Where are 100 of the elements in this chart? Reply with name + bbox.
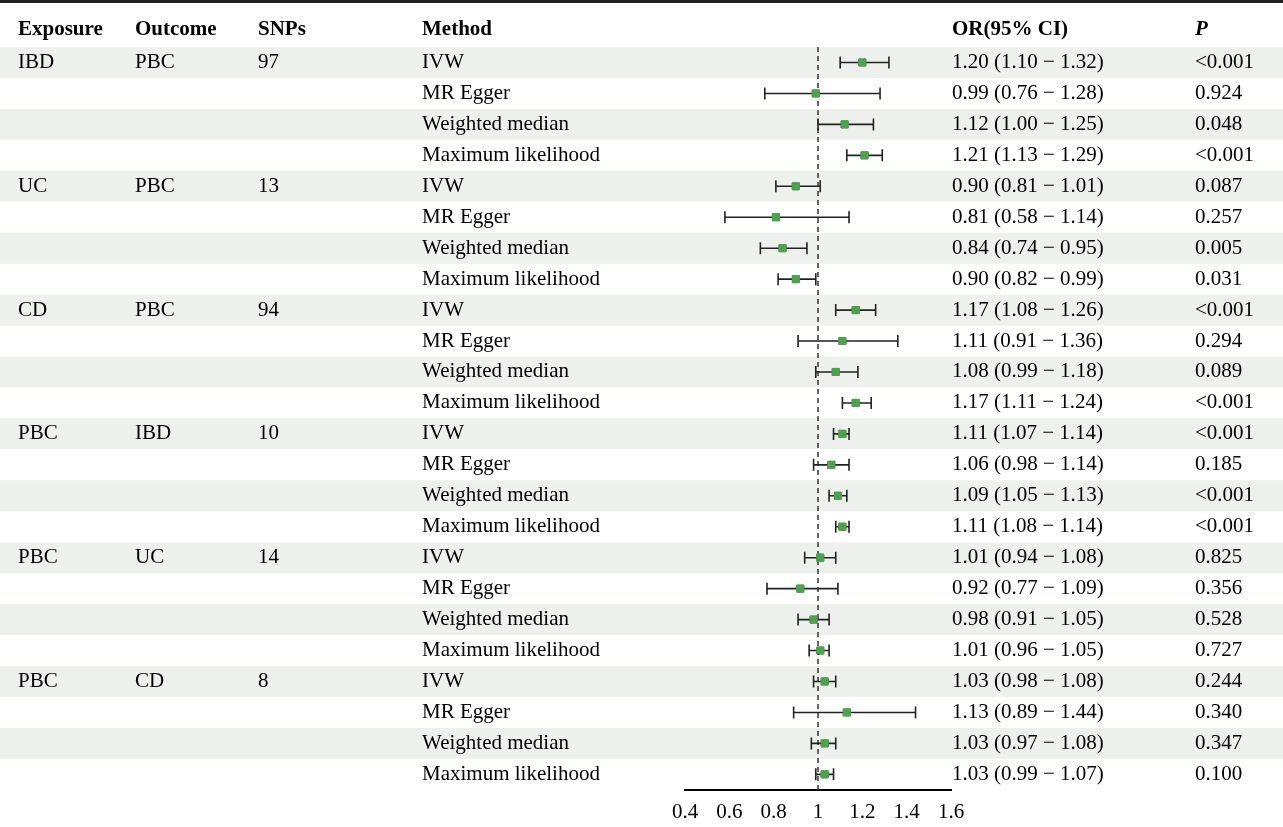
text: 0.257 [1195, 203, 1243, 228]
text: UC [135, 544, 165, 569]
text: Outcome [135, 15, 217, 40]
text: <0.001 [1195, 513, 1255, 538]
text: 0.825 [1195, 544, 1243, 569]
text: OR(95% CI) [952, 15, 1069, 40]
point [820, 739, 829, 748]
data-label: 1.11 (1.07 − 1.14) [952, 420, 1104, 445]
text: 0.356 [1195, 575, 1243, 600]
point [831, 367, 840, 377]
text: CD [18, 296, 48, 321]
y-tick-label: Weighted median [422, 234, 570, 259]
point [860, 151, 869, 160]
text: 0.347 [1195, 729, 1243, 754]
point [858, 58, 867, 67]
data-label: 1.12 (1.00 − 1.25) [952, 110, 1104, 135]
data-label: 1.11 (1.08 − 1.14) [952, 513, 1104, 538]
point [820, 677, 829, 686]
text: 0.924 [1195, 79, 1243, 104]
text: IBD [18, 48, 55, 73]
text: IBD [135, 420, 172, 445]
text: 13 [258, 172, 279, 197]
y-tick-label: Weighted median [422, 606, 570, 631]
y-tick-label: MR Egger [422, 451, 511, 476]
point [842, 708, 851, 717]
y-tick-label: MR Egger [422, 698, 511, 723]
text: <0.001 [1195, 296, 1255, 321]
text: 0.048 [1195, 110, 1243, 135]
point [827, 460, 836, 469]
x-tick-label: 1 [812, 798, 824, 823]
point [771, 213, 780, 222]
y-tick-label: Maximum likelihood [422, 760, 601, 785]
text: PBC [135, 296, 175, 321]
x-tick-label: 0.8 [760, 798, 787, 823]
data-label: 1.21 (1.13 − 1.29) [952, 141, 1104, 166]
y-tick-label: IVW [422, 667, 465, 692]
data-label: 0.98 (0.91 − 1.05) [952, 606, 1104, 631]
text: 0.244 [1195, 667, 1243, 692]
y-tick-label: Maximum likelihood [422, 265, 601, 290]
data-label: 1.08 (0.99 − 1.18) [952, 358, 1104, 383]
text: 0.185 [1195, 451, 1243, 476]
text: 0.089 [1195, 358, 1243, 383]
data-label: 0.99 (0.76 − 1.28) [952, 79, 1104, 104]
point [796, 584, 805, 593]
y-tick-label: MR Egger [422, 79, 511, 104]
text: 0.087 [1195, 172, 1243, 197]
data-label: 1.03 (0.97 − 1.08) [952, 729, 1104, 754]
y-tick-label: MR Egger [422, 203, 511, 228]
y-tick-label: IVW [422, 544, 465, 569]
y-axis-title: Method [422, 15, 493, 40]
text: <0.001 [1195, 141, 1255, 166]
y-tick-label: MR Egger [422, 327, 511, 352]
y-tick-label: MR Egger [422, 575, 511, 600]
data-label: 1.01 (0.94 − 1.08) [952, 544, 1104, 569]
point [851, 306, 860, 315]
data-label: 1.03 (0.99 − 1.07) [952, 760, 1104, 785]
data-label: 1.17 (1.08 − 1.26) [952, 296, 1104, 321]
data-label: 1.17 (1.11 − 1.24) [952, 389, 1104, 414]
y-tick-label: Weighted median [422, 358, 570, 383]
x-tick-label: 1.2 [849, 798, 876, 823]
text: PBC [18, 420, 58, 445]
y-tick-label: Maximum likelihood [422, 141, 601, 166]
y-tick-label: Maximum likelihood [422, 637, 601, 662]
text: UC [18, 172, 48, 197]
text: CD [135, 667, 165, 692]
text: 94 [258, 296, 280, 321]
text: 14 [258, 544, 280, 569]
point [809, 615, 818, 624]
text: 0.100 [1195, 760, 1243, 785]
text: PBC [135, 48, 175, 73]
text: PBC [135, 172, 175, 197]
text: 0.031 [1195, 265, 1243, 290]
text: <0.001 [1195, 420, 1255, 445]
text: SNPs [258, 15, 306, 40]
text: 0.340 [1195, 698, 1243, 723]
point [791, 182, 800, 191]
y-tick-label: Maximum likelihood [422, 513, 601, 538]
y-tick-label: Weighted median [422, 729, 570, 754]
text: P [1194, 15, 1208, 40]
text: 10 [258, 420, 279, 445]
text: 8 [258, 667, 269, 692]
data-label: 1.01 (0.96 − 1.05) [952, 637, 1104, 662]
y-tick-label: Weighted median [422, 110, 570, 135]
text: Exposure [18, 15, 103, 40]
text: PBC [18, 667, 58, 692]
point [851, 398, 860, 407]
data-label: 1.11 (0.91 − 1.36) [952, 327, 1104, 352]
data-label: 0.90 (0.82 − 0.99) [952, 265, 1104, 290]
y-tick-label: Maximum likelihood [422, 389, 601, 414]
text: <0.001 [1195, 48, 1255, 73]
x-tick-label: 0.6 [716, 798, 743, 823]
data-label: 0.84 (0.74 − 0.95) [952, 234, 1104, 259]
x-tick-label: 1.4 [893, 798, 921, 823]
point [816, 553, 825, 562]
point [816, 646, 825, 655]
x-tick-label: 0.4 [671, 798, 699, 823]
text: 0.005 [1195, 234, 1243, 259]
y-tick-label: IVW [422, 296, 465, 321]
text: 0.528 [1195, 606, 1243, 631]
x-tick-label: 1.6 [937, 798, 965, 823]
